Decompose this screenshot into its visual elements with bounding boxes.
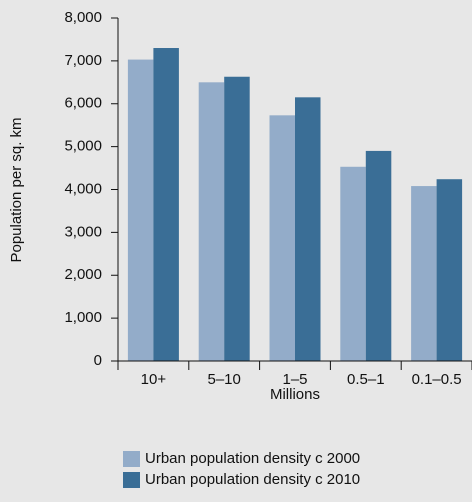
x-axis-label: Millions — [270, 386, 320, 403]
x-tick-label: 1–5 — [282, 371, 307, 388]
x-tick-label: 0.1–0.5 — [412, 371, 462, 388]
legend-swatch — [123, 472, 140, 488]
y-tick-label: 4,000 — [64, 180, 102, 197]
y-tick-label: 3,000 — [64, 223, 102, 240]
bar — [153, 48, 179, 361]
legend-label: Urban population density c 2010 — [145, 471, 360, 488]
bar — [436, 179, 463, 361]
legend-swatch — [123, 451, 140, 467]
x-tick-label: 5–10 — [208, 371, 241, 388]
bar — [198, 82, 225, 361]
bar — [269, 115, 295, 361]
y-tick-label: 6,000 — [64, 95, 102, 112]
y-tick-label: 2,000 — [64, 266, 102, 283]
bar — [411, 186, 437, 361]
y-axis-label: Population per sq. km — [8, 117, 25, 262]
y-tick-label: 0 — [94, 352, 102, 369]
y-tick-label: 1,000 — [64, 309, 102, 326]
y-tick-label: 5,000 — [64, 138, 102, 155]
y-tick-label: 7,000 — [64, 52, 102, 69]
bar — [224, 76, 250, 362]
bar — [340, 166, 366, 361]
bar — [365, 150, 392, 361]
x-tick-label: 10+ — [141, 371, 167, 388]
legend-label: Urban population density c 2000 — [145, 450, 360, 467]
y-tick-label: 8,000 — [64, 9, 102, 26]
bar — [295, 97, 321, 361]
bar — [127, 59, 154, 362]
x-tick-label: 0.5–1 — [347, 371, 385, 388]
